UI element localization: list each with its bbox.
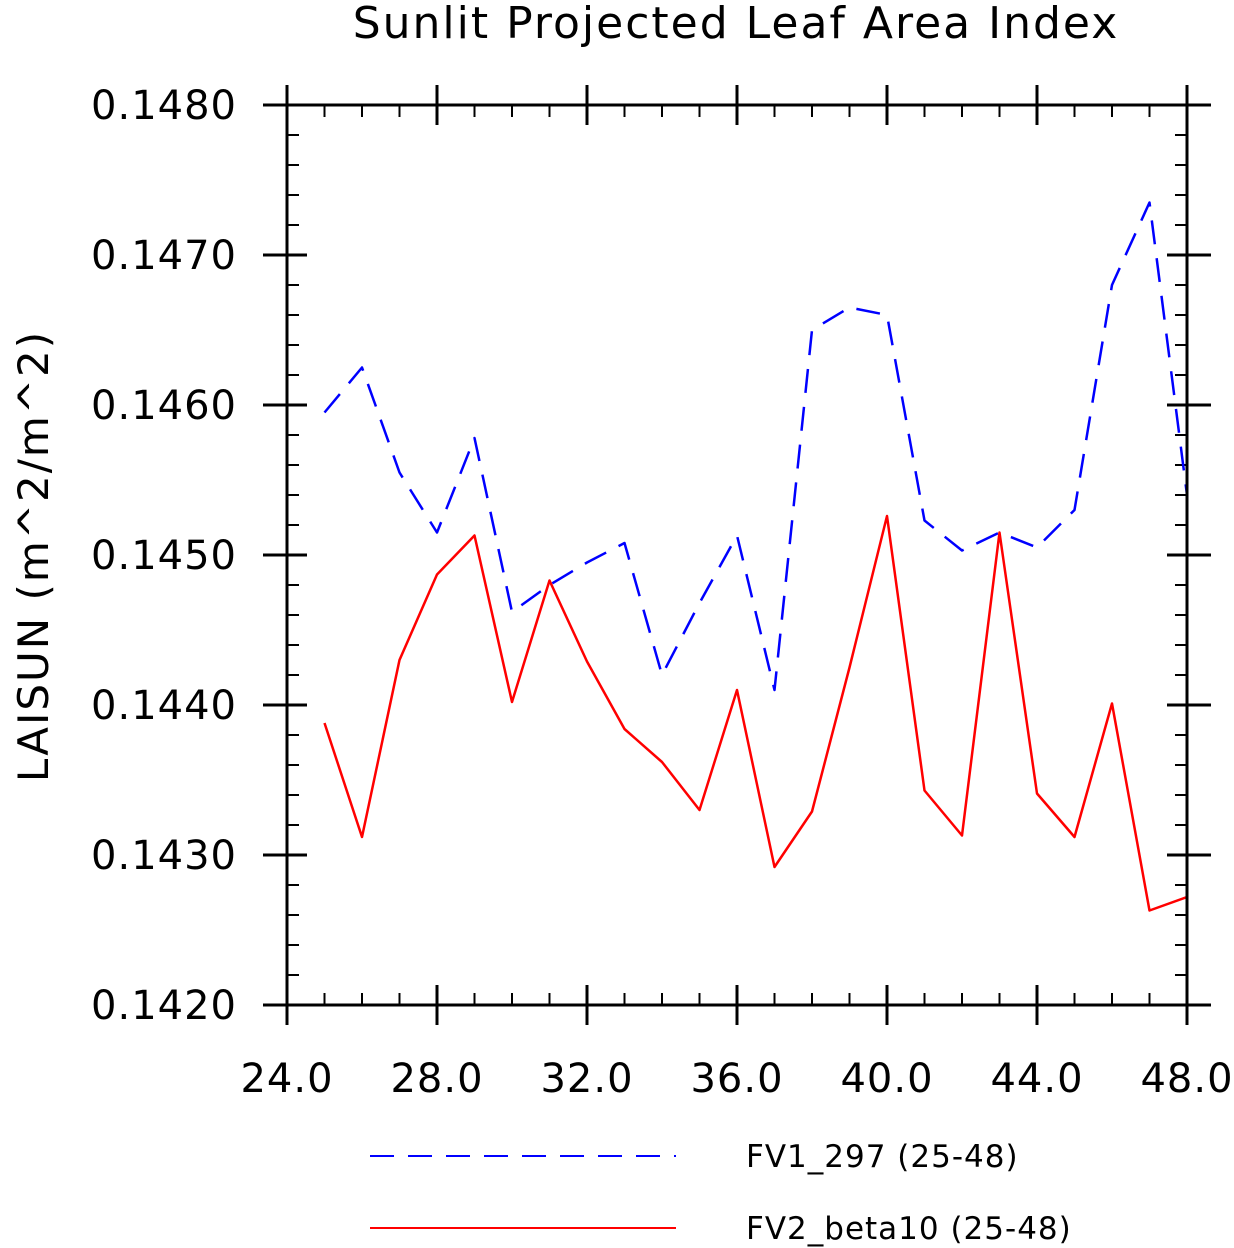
- y-tick-label: 0.1440: [91, 683, 237, 729]
- x-tick-label: 32.0: [540, 1056, 633, 1102]
- plot-frame: [285, 103, 1189, 1007]
- y-tick-label: 0.1470: [91, 233, 237, 279]
- plot-lines: [323, 201, 1187, 912]
- legend: FV1_297 (25-48) FV2_beta10 (25-48): [370, 1139, 1072, 1247]
- x-tick-label: 36.0: [690, 1056, 783, 1102]
- y-tick-label: 0.1480: [91, 83, 237, 129]
- series-line-1: [323, 201, 1187, 692]
- y-tick-label: 0.1430: [91, 833, 237, 879]
- series-line-2: [323, 514, 1187, 912]
- legend-label: FV2_beta10 (25-48): [746, 1211, 1072, 1247]
- x-tick-label: 24.0: [240, 1056, 333, 1102]
- x-tick-label: 44.0: [990, 1056, 1083, 1102]
- x-tick-label: 40.0: [840, 1056, 933, 1102]
- y-tick-label: 0.1450: [91, 533, 237, 579]
- x-tick-label: 48.0: [1140, 1056, 1233, 1102]
- legend-label: FV1_297 (25-48): [746, 1139, 1019, 1175]
- x-tick-label: 28.0: [390, 1056, 483, 1102]
- chart-title: Sunlit Projected Leaf Area Index: [353, 0, 1120, 49]
- minor-ticks: [287, 105, 1187, 1005]
- y-axis-label: LAISUN (m^2/m^2): [9, 330, 58, 782]
- major-ticks: [263, 85, 1211, 1025]
- y-tick-label: 0.1420: [91, 983, 237, 1029]
- tick-labels: 24.0 28.0 32.0 36.0 40.0 44.0 48.0 0.1420 0.1430…: [91, 83, 1233, 1102]
- y-tick-label: 0.1460: [91, 383, 237, 429]
